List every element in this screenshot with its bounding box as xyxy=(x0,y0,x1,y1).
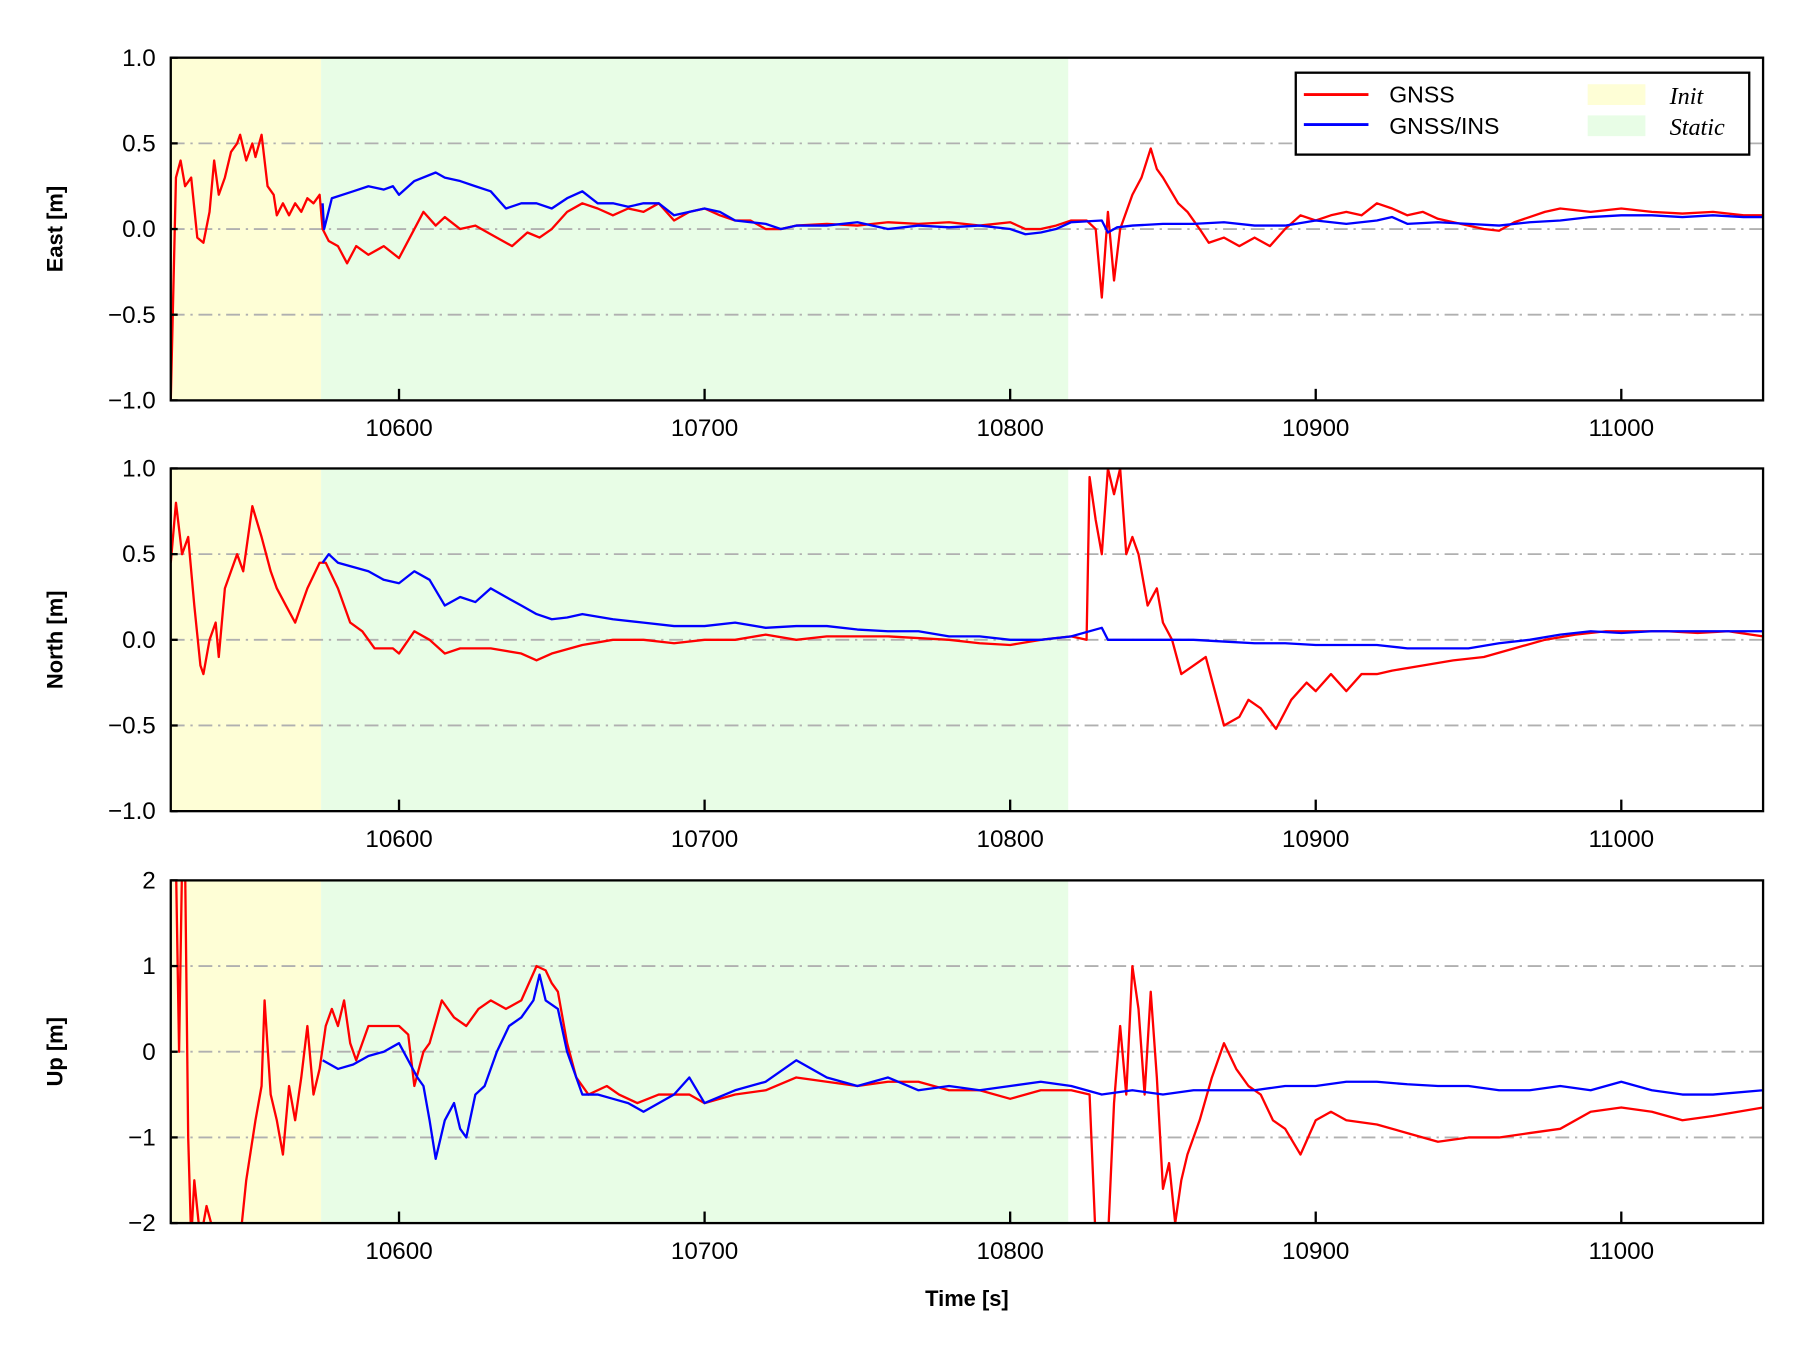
phase-static-band xyxy=(321,57,1069,401)
y-tick-label: −1.0 xyxy=(108,798,156,825)
phase-static-band xyxy=(321,880,1069,1224)
y-tick-label: −1 xyxy=(128,1124,156,1151)
x-tick-label: 10800 xyxy=(976,1238,1043,1265)
legend: GNSS GNSS/INS Init Static xyxy=(1294,71,1751,156)
x-tick-label: 10700 xyxy=(671,826,738,853)
x-tick-label: 10600 xyxy=(365,415,432,442)
y-tick-label: −0.5 xyxy=(108,302,156,329)
y-tick-label: 1 xyxy=(142,953,155,980)
legend-gnss-label: GNSS xyxy=(1389,82,1454,108)
x-tick-label: 10900 xyxy=(1282,826,1349,853)
x-tick-label: 10600 xyxy=(365,1238,432,1265)
y-tick-label: 2 xyxy=(142,867,155,894)
y-tick-label: 0.5 xyxy=(122,130,156,157)
y-tick-label: −2 xyxy=(128,1210,156,1237)
series-gnss-line xyxy=(170,468,1764,731)
series-gnss-ins-line xyxy=(321,171,1764,236)
x-tick-label: 10900 xyxy=(1282,1238,1349,1265)
legend-box xyxy=(1294,71,1751,156)
y-tick-label: −1.0 xyxy=(108,387,156,414)
x-tick-label: 10900 xyxy=(1282,415,1349,442)
panel-north: −1.0 −0.5 0.0 0.5 1.0 10600 10700 10800 10900 110… xyxy=(42,456,1765,853)
y-axis-label: North [m] xyxy=(42,591,67,690)
legend-init-label: Init xyxy=(1669,83,1705,110)
x-tick-label: 10700 xyxy=(671,415,738,442)
legend-init-patch xyxy=(1587,84,1646,105)
y-axis-label: Up [m] xyxy=(42,1017,67,1086)
x-axis-label: Time [s] xyxy=(925,1286,1009,1311)
legend-static-label: Static xyxy=(1670,114,1725,141)
series-gnss-ins-line xyxy=(322,973,1764,1160)
x-tick-label: 10600 xyxy=(365,826,432,853)
x-tick-label: 10800 xyxy=(976,826,1043,853)
legend-static-patch xyxy=(1587,115,1646,137)
x-tick-label: 11000 xyxy=(1589,415,1655,442)
y-tick-label: 1.0 xyxy=(122,45,156,72)
panel-east: −1.0 −0.5 0.0 0.5 1.0 10600 10700 10800 10900 110… xyxy=(42,45,1765,442)
y-tick-label: −0.5 xyxy=(108,713,156,740)
x-tick-label: 11000 xyxy=(1589,826,1655,853)
panel-up: −2 −1 0 1 2 10600 10700 10800 10900 11000 Up [m] xyxy=(42,867,1765,1265)
legend-gnssins-label: GNSS/INS xyxy=(1389,113,1499,139)
y-tick-label: 0.0 xyxy=(122,216,156,243)
series-gnss-ins-line xyxy=(321,553,1764,650)
x-tick-label: 10800 xyxy=(976,415,1043,442)
y-tick-label: 0 xyxy=(142,1039,155,1066)
y-tick-label: 1.0 xyxy=(122,456,156,483)
x-tick-label: 11000 xyxy=(1589,1238,1655,1265)
y-tick-label: 0.0 xyxy=(122,627,156,654)
y-tick-label: 0.5 xyxy=(122,541,156,568)
x-tick-label: 10700 xyxy=(671,1238,738,1265)
y-axis-label: East [m] xyxy=(42,186,67,272)
